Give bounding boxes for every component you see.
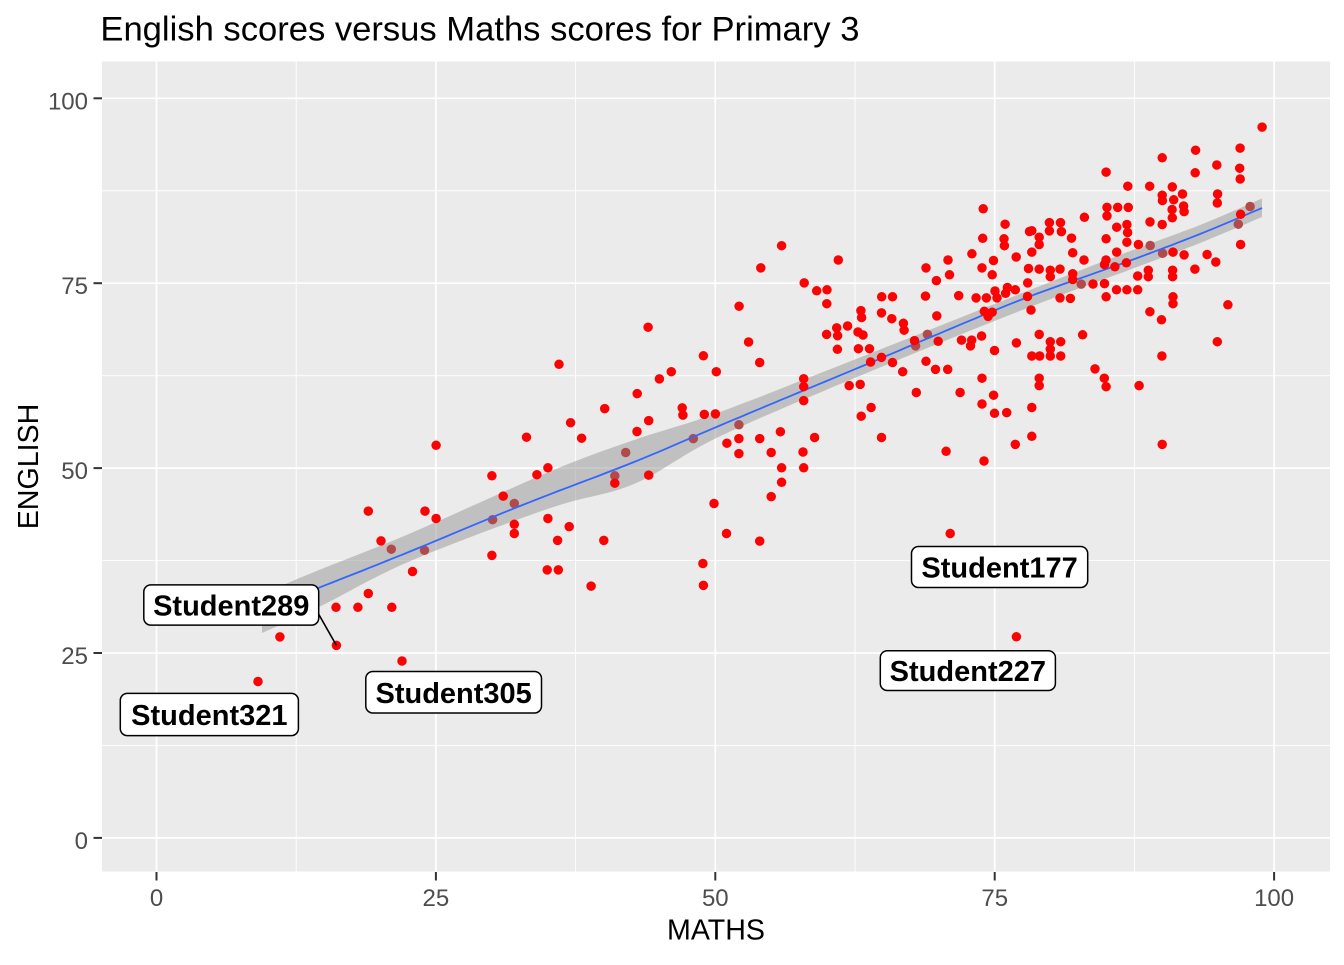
- svg-text:50: 50: [61, 458, 88, 485]
- svg-text:75: 75: [61, 273, 88, 300]
- svg-text:100: 100: [1254, 885, 1294, 912]
- svg-text:MATHS: MATHS: [667, 915, 765, 947]
- svg-text:25: 25: [61, 643, 88, 670]
- svg-text:Student227: Student227: [890, 656, 1046, 688]
- svg-text:ENGLISH: ENGLISH: [13, 404, 45, 530]
- svg-text:English scores versus Maths sc: English scores versus Maths scores for P…: [100, 11, 859, 49]
- svg-text:Student177: Student177: [921, 553, 1077, 585]
- svg-text:25: 25: [423, 885, 450, 912]
- svg-text:Student321: Student321: [131, 700, 287, 732]
- svg-text:0: 0: [150, 885, 163, 912]
- svg-text:Student305: Student305: [375, 678, 531, 710]
- svg-text:50: 50: [702, 885, 729, 912]
- svg-text:Student289: Student289: [153, 591, 309, 623]
- svg-text:100: 100: [48, 88, 88, 115]
- svg-text:75: 75: [981, 885, 1008, 912]
- svg-text:0: 0: [75, 828, 88, 855]
